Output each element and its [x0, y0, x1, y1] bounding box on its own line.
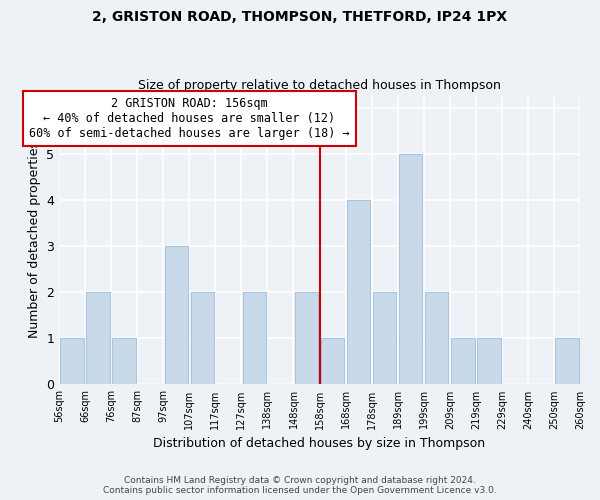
Bar — [86, 292, 110, 384]
Bar — [347, 200, 370, 384]
Bar — [399, 154, 422, 384]
Text: 2, GRISTON ROAD, THOMPSON, THETFORD, IP24 1PX: 2, GRISTON ROAD, THOMPSON, THETFORD, IP2… — [92, 10, 508, 24]
X-axis label: Distribution of detached houses by size in Thompson: Distribution of detached houses by size … — [154, 437, 485, 450]
Bar — [164, 246, 188, 384]
Bar — [321, 338, 344, 384]
Bar — [425, 292, 448, 384]
Text: 2 GRISTON ROAD: 156sqm
← 40% of detached houses are smaller (12)
60% of semi-det: 2 GRISTON ROAD: 156sqm ← 40% of detached… — [29, 97, 350, 140]
Bar — [295, 292, 318, 384]
Bar — [451, 338, 475, 384]
Bar — [191, 292, 214, 384]
Bar — [112, 338, 136, 384]
Bar — [373, 292, 397, 384]
Title: Size of property relative to detached houses in Thompson: Size of property relative to detached ho… — [138, 79, 501, 92]
Bar — [477, 338, 500, 384]
Bar — [555, 338, 578, 384]
Bar — [61, 338, 84, 384]
Y-axis label: Number of detached properties: Number of detached properties — [28, 141, 41, 338]
Bar — [242, 292, 266, 384]
Text: Contains HM Land Registry data © Crown copyright and database right 2024.
Contai: Contains HM Land Registry data © Crown c… — [103, 476, 497, 495]
